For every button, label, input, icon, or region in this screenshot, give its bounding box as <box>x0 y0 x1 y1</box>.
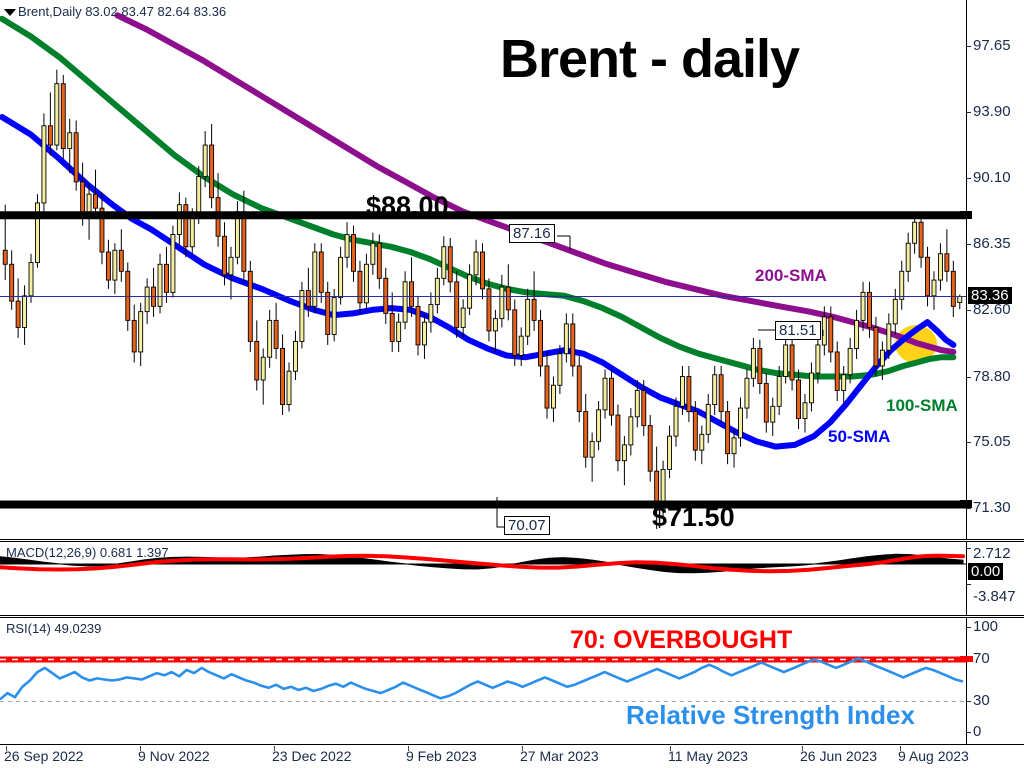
price-axis-label: 71.30 <box>973 499 1011 516</box>
chevron-down-icon[interactable] <box>4 9 16 16</box>
date-axis-label: 9 Feb 2023 <box>406 748 477 764</box>
price-axis-label: 86.35 <box>973 235 1011 253</box>
rsi-axis-label: 100 <box>973 618 999 635</box>
price-plot-area[interactable] <box>0 0 1024 539</box>
price-svg <box>0 12 966 530</box>
price-axis-tick <box>966 46 971 47</box>
rsi-axis-label: 0 <box>973 723 982 740</box>
price-axis-label: 97.65 <box>973 37 1011 54</box>
date-axis-label: 9 Aug 2023 <box>898 748 969 764</box>
date-axis-tick <box>670 746 671 751</box>
rsi-plot-area[interactable] <box>0 618 1024 744</box>
swing-high-2-callout[interactable]: 81.51 <box>775 321 821 340</box>
price-axis-label: 90.10 <box>973 169 1011 187</box>
date-axis-tick <box>900 746 901 751</box>
macd-svg <box>0 553 966 574</box>
resistance-level-label: $88.00 <box>366 191 449 221</box>
macd-axis-tick <box>966 584 971 586</box>
macd-plot-area[interactable] <box>0 542 1024 615</box>
macd-axis-label: 2.712 <box>973 545 1011 562</box>
date-axis-tick <box>140 746 141 751</box>
price-chart-panel[interactable] <box>0 0 1024 540</box>
sma-50-legend: 50-SMA <box>828 427 891 446</box>
macd-axis-label: -3.847 <box>973 588 1016 605</box>
level-axis-tick <box>960 500 972 509</box>
date-axis-tick <box>6 746 7 751</box>
page-title: Brent - daily <box>500 29 800 89</box>
macd-axis-separator <box>966 541 967 616</box>
price-axis-tick <box>966 376 971 378</box>
rsi-axis-tick <box>966 700 971 702</box>
rsi-axis-tick <box>966 732 971 733</box>
sma-100-legend: 100-SMA <box>886 396 958 415</box>
macd-title: MACD(12,26,9) 0.681 1.397 <box>6 545 169 560</box>
overbought-label: 70: OVERBOUGHT <box>570 626 793 654</box>
price-axis-label: 78.80 <box>973 367 1011 385</box>
macd-panel[interactable] <box>0 541 1024 616</box>
price-axis-tick <box>966 244 971 246</box>
price-axis-tick <box>966 508 971 509</box>
date-axis-label: 26 Sep 2022 <box>4 748 84 764</box>
price-axis-separator <box>966 0 967 540</box>
support-level-label: $71.50 <box>652 502 735 532</box>
level-axis-tick <box>960 211 972 220</box>
date-axis-label: 27 Mar 2023 <box>520 748 599 764</box>
price-axis-label: 75.05 <box>973 433 1011 451</box>
rsi-title: RSI(14) 49.0239 <box>6 621 102 636</box>
date-axis-label: 9 Nov 2022 <box>138 748 210 764</box>
date-axis-label: 26 Jun 2023 <box>800 748 878 764</box>
rsi-axis-label: 30 <box>973 691 990 709</box>
rsi-axis-separator <box>966 617 967 745</box>
date-axis-label: 11 May 2023 <box>668 748 748 764</box>
rsi-panel[interactable] <box>0 617 1024 745</box>
price-axis-tick <box>966 309 971 311</box>
date-axis-tick <box>274 746 275 751</box>
price-axis-tick <box>966 442 971 444</box>
swing-low-callout[interactable]: 70.07 <box>504 516 550 535</box>
macd-zero-marker: 0.00 <box>968 563 1004 580</box>
rsi-axis-tick <box>966 627 971 628</box>
date-axis[interactable]: 26 Sep 2022 9 Nov 2022 23 Dec 2022 9 Feb 20… <box>0 746 1024 768</box>
rsi-svg <box>0 656 966 702</box>
price-axis-tick <box>966 178 971 180</box>
date-axis-tick <box>408 746 409 751</box>
current-price-marker: 83.36 <box>968 287 1012 304</box>
swing-high-callout[interactable]: 87.16 <box>509 224 555 243</box>
date-axis-tick <box>522 746 523 751</box>
rsi-axis-label: 70 <box>973 649 990 667</box>
date-axis-tick <box>802 746 803 751</box>
sma-200-legend: 200-SMA <box>755 266 827 285</box>
rsi-overbought-axis-marker <box>960 655 973 662</box>
price-axis-label: 82.60 <box>973 300 1011 318</box>
price-axis-tick <box>966 111 971 113</box>
rsi-name-label: Relative Strength Index <box>626 700 915 730</box>
price-axis-label: 93.90 <box>973 102 1011 120</box>
date-axis-label: 23 Dec 2022 <box>272 748 352 764</box>
symbol-quote-line: Brent,Daily 83.02 83.47 82.64 83.36 <box>18 4 227 19</box>
macd-axis-tick <box>966 548 971 549</box>
